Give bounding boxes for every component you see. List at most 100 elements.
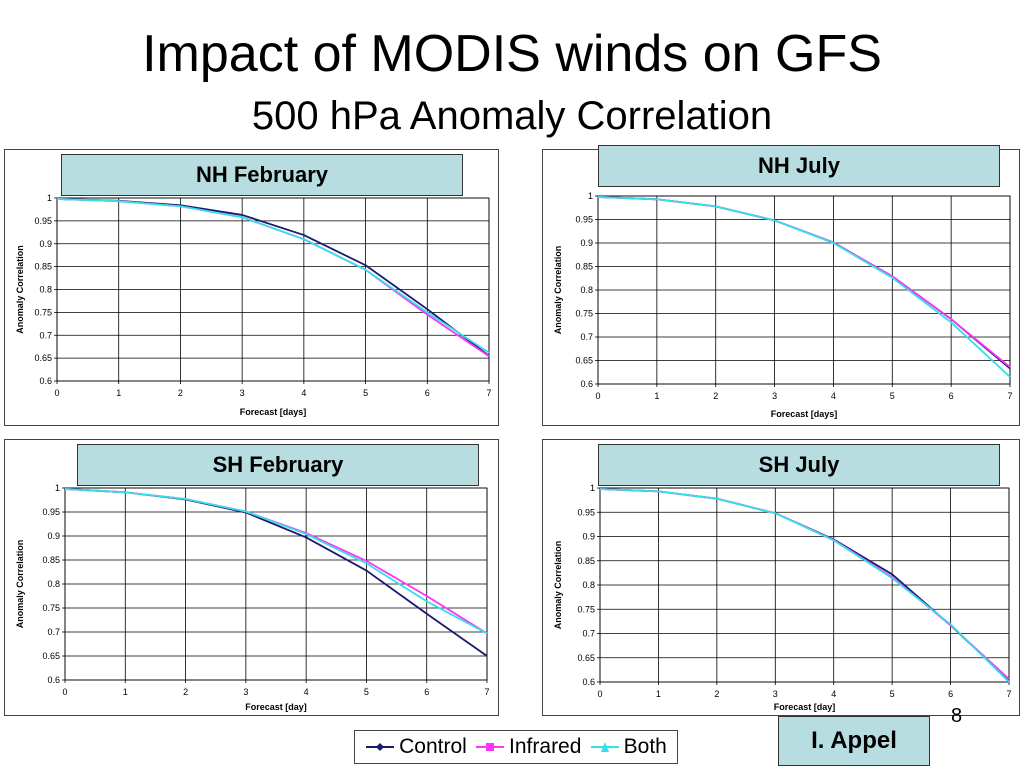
chart-title-sh-july: SH July [598,444,1000,486]
plot-area [597,195,1011,385]
y-tick-label: 0.8 [580,285,593,295]
x-axis-label: Forecast [day] [774,702,836,712]
x-tick-label: 2 [178,388,183,398]
x-tick-label: 7 [486,388,491,398]
y-tick-label: 1 [590,483,595,493]
y-tick-label: 0.6 [47,675,60,685]
y-tick-label: 0.6 [580,379,593,389]
chart-title-sh-february: SH February [77,444,479,486]
series-line-both [599,488,1010,683]
y-tick-label: 0.85 [34,262,52,272]
series-line-infrared [56,198,490,358]
y-tick-label: 0.75 [42,603,60,613]
y-tick-label: 0.65 [42,651,60,661]
y-tick-label: 0.7 [39,330,52,340]
series-line-control [597,196,1011,370]
y-tick-label: 1 [588,191,593,201]
page-number: 8 [951,705,963,727]
x-tick-label: 2 [713,391,718,401]
chart-sh-february: 0.6 0.65 0.7 0.75 0.8 0.85 0.9 0.95 1 0 1 2 3 4 5 6 7 For… [15,483,490,712]
plot-area [64,487,488,681]
y-tick-label: 0.95 [575,215,593,225]
x-tick-label: 3 [773,689,778,699]
x-tick-label: 0 [62,687,67,697]
chart-nh-february: 0.6 0.65 0.7 0.75 0.8 0.85 0.9 0.95 1 0 1 2 3 4 5 6 7 For… [15,193,492,417]
y-tick-label: 0.6 [39,376,52,386]
legend-label-control: Control [399,735,467,758]
x-tick-label: 4 [304,687,309,697]
y-tick-label: 0.7 [580,332,593,342]
x-tick-label: 5 [890,391,895,401]
chart-title-nh-february: NH February [61,154,463,196]
x-tick-label: 5 [364,687,369,697]
x-tick-label: 2 [183,687,188,697]
legend-label-infrared: Infrared [509,735,582,758]
series-line-control [56,198,490,357]
x-axis-label: Forecast [day] [245,702,307,712]
y-tick-label: 0.85 [42,555,60,565]
y-tick-label: 0.8 [47,579,60,589]
y-tick-label: 0.9 [582,532,595,542]
y-tick-label: 0.75 [577,604,595,614]
y-tick-label: 1 [55,483,60,493]
chart-title-nh-july: NH July [598,145,1000,187]
y-axis-label: Anomaly Correlation [15,540,25,629]
author-label: I. Appel [778,716,930,766]
x-tick-label: 6 [948,689,953,699]
x-tick-label: 0 [597,689,602,699]
x-tick-label: 5 [890,689,895,699]
series-line-infrared [599,488,1010,680]
x-axis-label: Forecast [days] [240,407,307,417]
x-tick-label: 3 [240,388,245,398]
x-tick-label: 1 [656,689,661,699]
chart-nh-july: 0.6 0.65 0.7 0.75 0.8 0.85 0.9 0.95 1 0 1 2 3 4 5 6 7 For… [553,191,1013,419]
x-tick-label: 6 [425,388,430,398]
x-tick-label: 0 [54,388,59,398]
y-tick-label: 0.7 [582,629,595,639]
y-tick-label: 0.8 [582,580,595,590]
x-tick-label: 6 [424,687,429,697]
x-tick-label: 1 [654,391,659,401]
y-tick-label: 0.6 [582,677,595,687]
legend-item-infrared: Infrared [475,735,581,759]
x-tick-label: 1 [123,687,128,697]
x-tick-label: 7 [1006,689,1011,699]
chart-panel-nh-february: 0.6 0.65 0.7 0.75 0.8 0.85 0.9 0.95 1 0 1 2 3 4 5 6 7 For… [4,149,499,426]
legend-item-both: Both [590,735,667,759]
x-tick-label: 4 [831,689,836,699]
x-tick-label: 1 [116,388,121,398]
y-tick-label: 0.95 [34,216,52,226]
series-line-both [56,198,490,354]
plot-area [599,487,1010,683]
x-tick-label: 4 [301,388,306,398]
series-line-control [64,488,488,657]
series-line-infrared [597,196,1011,368]
x-tick-label: 7 [484,687,489,697]
x-tick-label: 0 [595,391,600,401]
y-tick-label: 0.65 [577,653,595,663]
x-axis-label: Forecast [days] [771,409,838,419]
series-line-both [64,488,488,635]
y-axis-label: Anomaly Correlation [553,541,563,630]
x-tick-label: 7 [1007,391,1012,401]
x-tick-label: 3 [243,687,248,697]
plot-area [56,197,490,382]
y-tick-label: 0.65 [34,353,52,363]
y-tick-label: 0.65 [575,356,593,366]
x-tick-label: 4 [831,391,836,401]
x-tick-label: 2 [714,689,719,699]
y-tick-label: 0.95 [577,507,595,517]
slide-title: Impact of MODIS winds on GFS [142,25,882,83]
chart-panel-nh-july: 0.6 0.65 0.7 0.75 0.8 0.85 0.9 0.95 1 0 1 2 3 4 5 6 7 For… [542,145,1020,426]
y-axis-label: Anomaly Correlation [553,246,563,335]
legend-marker-both-icon [590,742,619,752]
y-tick-label: 0.8 [39,285,52,295]
slide-subtitle: 500 hPa Anomaly Correlation [251,94,773,138]
chart-legend: Control Infrared Both [354,730,678,764]
series-line-both [597,196,1011,378]
y-tick-label: 0.9 [39,239,52,249]
legend-item-control: Control [365,735,467,759]
legend-marker-infrared-icon [476,743,505,751]
y-tick-label: 1 [47,193,52,203]
x-tick-label: 5 [363,388,368,398]
